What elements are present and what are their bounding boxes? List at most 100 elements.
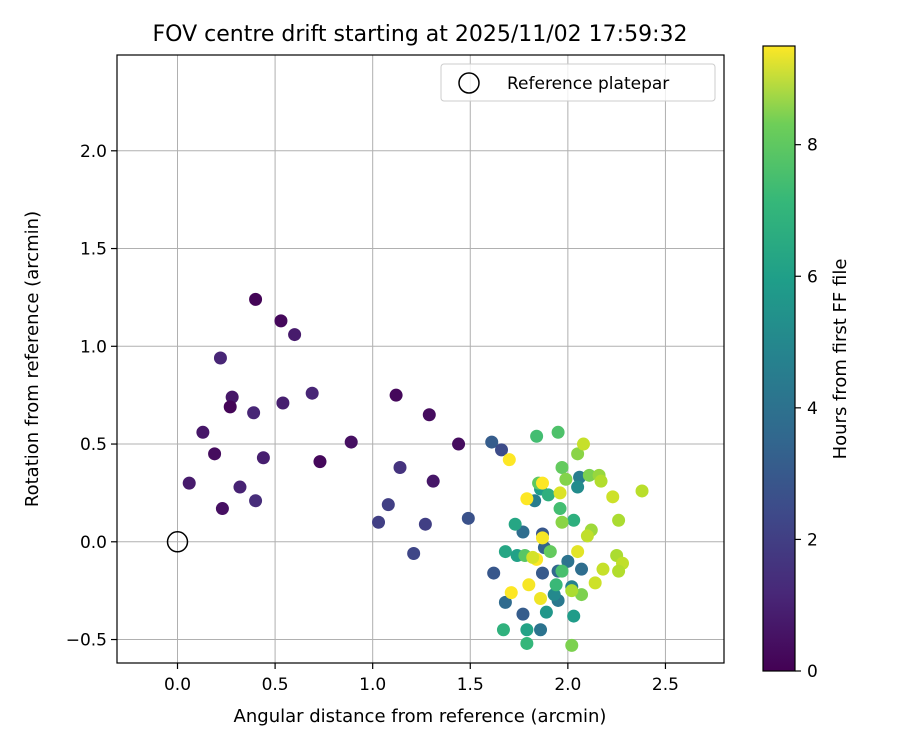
data-point	[372, 515, 386, 529]
data-point	[555, 515, 569, 529]
data-point	[573, 470, 587, 484]
data-point	[571, 447, 585, 461]
data-point	[535, 566, 549, 580]
data-point	[305, 386, 319, 400]
data-point	[249, 494, 263, 508]
data-point	[561, 554, 575, 568]
data-point	[233, 480, 247, 494]
data-point	[551, 425, 565, 439]
data-point	[526, 550, 540, 564]
data-point	[549, 578, 563, 592]
y-tick-label: 0.0	[80, 533, 107, 553]
y-tick-label: −0.5	[66, 631, 107, 651]
data-point	[565, 638, 579, 652]
data-point	[407, 547, 421, 561]
data-point	[596, 562, 610, 576]
colorbar-label: Hours from first FF file	[830, 259, 851, 460]
y-tick-label: 1.5	[80, 240, 107, 260]
data-point	[508, 517, 522, 531]
data-point	[381, 498, 395, 512]
data-point	[565, 584, 579, 598]
x-axis-label: Angular distance from reference (arcmin)	[234, 706, 607, 727]
plot-frame	[116, 54, 725, 664]
colorbar-tick-label: 4	[807, 399, 818, 419]
grid-lines	[117, 55, 724, 663]
x-tick-label: 1.0	[359, 675, 386, 695]
y-axis-ticks: −0.5 0.0 0.5 1.0 1.5 2.0	[66, 142, 117, 651]
y-tick-label: 1.0	[80, 337, 107, 357]
data-point	[485, 435, 499, 449]
data-point	[498, 595, 512, 609]
data-point	[612, 564, 626, 578]
legend-label: Reference platepar	[507, 74, 669, 94]
x-tick-label: 2.5	[652, 675, 679, 695]
data-point	[223, 400, 237, 414]
x-tick-label: 0.5	[262, 675, 289, 695]
data-points	[182, 292, 649, 652]
data-point	[461, 511, 475, 525]
colorbar-tick-label: 0	[807, 662, 818, 682]
data-point	[582, 468, 596, 482]
data-point	[208, 447, 222, 461]
data-point	[516, 607, 530, 621]
data-point	[422, 408, 436, 422]
plot-area	[117, 55, 724, 663]
colorbar: 0 2 4 6 8 Hours from first FF file	[762, 45, 851, 682]
data-point	[313, 455, 327, 469]
data-point	[504, 586, 518, 600]
x-tick-label: 2.0	[554, 675, 581, 695]
data-point	[498, 545, 512, 559]
data-point	[389, 388, 403, 402]
data-point	[418, 517, 432, 531]
data-point	[213, 351, 227, 365]
data-point	[588, 576, 602, 590]
colorbar-gradient	[762, 45, 796, 672]
colorbar-ticks: 0 2 4 6 8	[795, 136, 818, 682]
data-point	[274, 314, 288, 328]
reference-platepar-marker	[166, 531, 189, 553]
data-point	[535, 476, 549, 490]
data-point	[534, 623, 548, 637]
colorbar-tick-label: 2	[807, 530, 818, 550]
data-point	[247, 406, 261, 420]
data-point	[535, 531, 549, 545]
x-axis-ticks: 0.0 0.5 1.0 1.5 2.0 2.5	[164, 663, 679, 695]
data-point	[393, 461, 407, 475]
data-point	[256, 451, 270, 465]
data-point	[575, 562, 589, 576]
data-point	[576, 437, 590, 451]
data-point	[612, 513, 626, 527]
data-point	[530, 429, 544, 443]
data-point	[555, 564, 569, 578]
data-point	[559, 472, 573, 486]
data-point	[520, 623, 534, 637]
x-tick-label: 1.5	[457, 675, 484, 695]
data-point	[567, 609, 581, 623]
data-point	[288, 328, 302, 342]
data-point	[215, 502, 229, 516]
data-point	[182, 476, 196, 490]
data-point	[494, 443, 508, 457]
data-point	[196, 425, 210, 439]
legend-marker-icon	[458, 72, 480, 94]
data-point	[606, 490, 620, 504]
data-point	[553, 486, 567, 500]
data-point	[520, 636, 534, 650]
data-point	[452, 437, 466, 451]
data-point	[543, 545, 557, 559]
data-point	[225, 390, 239, 404]
data-point	[635, 484, 649, 498]
data-point	[575, 588, 589, 602]
data-point	[249, 292, 263, 306]
data-point	[276, 396, 290, 410]
x-tick-label: 0.0	[164, 675, 191, 695]
y-axis-label: Rotation from reference (arcmin)	[22, 211, 43, 507]
data-point	[541, 488, 555, 502]
data-point	[534, 591, 548, 605]
data-point	[426, 474, 440, 488]
data-point	[520, 492, 534, 506]
data-point	[344, 435, 358, 449]
data-point	[547, 588, 561, 602]
y-tick-label: 2.0	[80, 142, 107, 162]
